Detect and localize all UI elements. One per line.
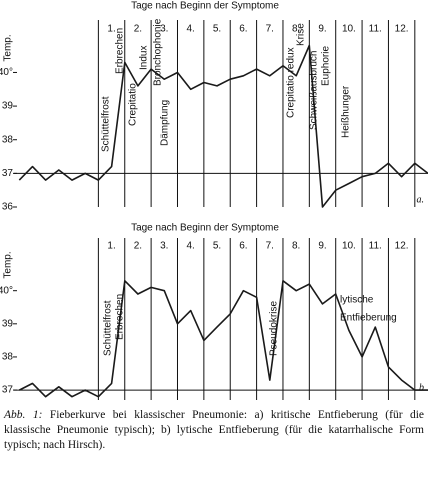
temperature-line — [18, 44, 428, 208]
x-tick-label: 7. — [266, 241, 274, 252]
x-tick-label: 9. — [318, 241, 326, 252]
x-tick-label: 4. — [187, 24, 195, 35]
y-tick-label: 36 — [2, 202, 14, 213]
annotation: Pseudokrise — [269, 301, 280, 356]
x-tick-label: 5. — [213, 24, 221, 35]
annotation: Bronchophonie — [153, 18, 164, 86]
annotation: Dämpfung — [160, 100, 171, 146]
y-tick-label: 37 — [2, 168, 14, 179]
x-tick-label: 10. — [342, 24, 356, 35]
x-tick-label: 4. — [187, 241, 195, 252]
annotation: Erbrechen — [115, 28, 126, 74]
chart-title: Tage nach Beginn der Symptome — [131, 1, 279, 12]
x-tick-label: 8. — [292, 241, 300, 252]
annotation: Entfieberung — [340, 313, 397, 324]
y-tick-label: 40° — [0, 67, 13, 78]
y-tick-label: 39 — [2, 318, 14, 329]
x-tick-label: 11. — [369, 241, 382, 252]
temperature-line — [18, 280, 428, 398]
figure: Tage nach Beginn der Symptome Temp. 36 37 38… — [0, 1, 428, 400]
x-tick-label: 9. — [318, 24, 326, 35]
x-tick-label: 12. — [395, 24, 409, 35]
x-tick-label: 1. — [107, 241, 115, 252]
annotation: Crepitatio redux — [286, 47, 297, 118]
panel-label: a. — [417, 194, 425, 205]
chart-title: Tage nach Beginn der Symptome — [131, 223, 279, 234]
annotation: Heißhunger — [341, 85, 352, 138]
x-tick-label: 8. — [292, 24, 300, 35]
x-tick-label: 10. — [342, 241, 356, 252]
y-tick-label: 38 — [2, 134, 14, 145]
x-tick-label: 12. — [395, 241, 409, 252]
x-tick-label: 7. — [266, 24, 274, 35]
x-tick-label: 6. — [239, 241, 247, 252]
x-tick-label: 5. — [213, 241, 221, 252]
annotation: Erbrechen — [115, 294, 126, 340]
annotation: Schüttelfrost — [103, 300, 114, 356]
y-tick-label: 37 — [2, 385, 14, 396]
caption: Abb. 1: Fieberkurve bei klassischer Pneu… — [4, 408, 424, 453]
x-tick-label: 11. — [369, 24, 382, 35]
y-tick-label: 40° — [0, 285, 13, 296]
annotation: Indux — [139, 46, 150, 70]
x-tick-label: 2. — [134, 241, 142, 252]
caption-label: Abb. 1: — [4, 409, 43, 421]
x-tick-label: 1. — [107, 24, 115, 35]
y-axis-label: Temp. — [3, 34, 14, 61]
y-axis-label: Temp. — [3, 251, 14, 278]
annotation: Schüttelfrost — [101, 96, 112, 152]
x-tick-label: 2. — [134, 24, 142, 35]
annotation: Euphorie — [321, 46, 332, 86]
annotation: Schweißausbruch — [309, 51, 320, 130]
y-tick-label: 39 — [2, 101, 14, 112]
y-tick-label: 38 — [2, 352, 14, 363]
caption-text: Fieberkurve bei klassischer Pneumonie: a… — [4, 409, 425, 451]
x-tick-label: 3. — [160, 24, 168, 35]
x-tick-label: 6. — [239, 24, 247, 35]
annotation: Crepitatio — [128, 83, 139, 126]
annotation: lytische — [340, 295, 374, 306]
panel-label: b — [419, 382, 424, 393]
annotation: Krise — [296, 23, 307, 46]
x-tick-label: 3. — [160, 241, 168, 252]
